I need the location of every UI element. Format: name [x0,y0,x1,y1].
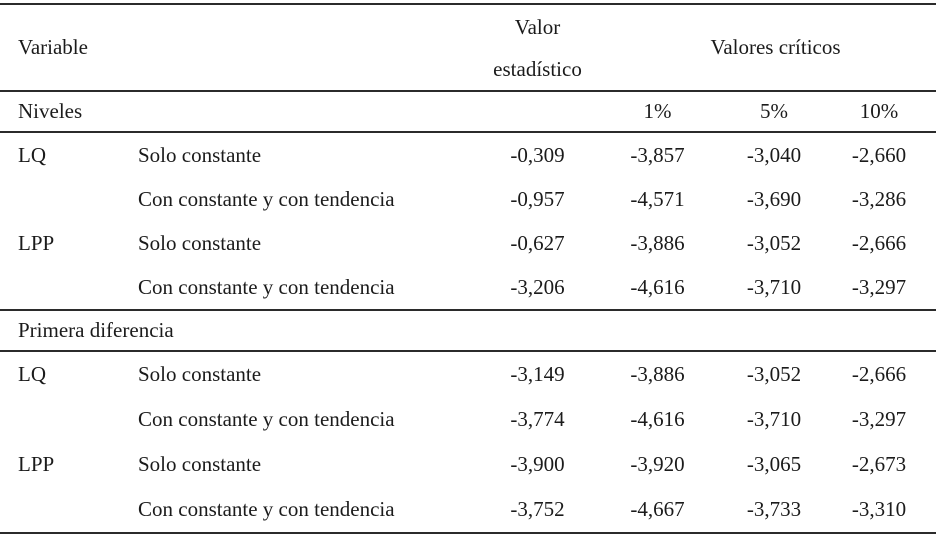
cell-critical-10pct: -2,666 [851,362,907,386]
cell-test-statistic: -0,957 [510,186,565,211]
cell-critical-10pct: -2,660 [851,142,907,167]
table-row: LPP Solo constante -3,900 -3,920 -3,065 … [0,442,936,487]
cell-variable: LQ [18,362,46,386]
cell-critical-10pct: -2,673 [851,452,907,476]
cell-critical-5pct: -3,710 [700,265,848,311]
cell-critical-5pct: -3,052 [746,362,802,386]
cell-variable [0,177,120,221]
column-header-10pct: 10% [848,91,936,133]
cell-critical-1pct: -4,667 [630,497,685,521]
cell-test-statistic: -0,627 [510,230,565,255]
cell-specification: Con constante y con tendencia [138,407,395,431]
cell-variable [0,265,120,311]
table-row: LQ Solo constante -0,309 -3,857 -3,040 -… [0,132,936,177]
cell-critical-5pct: -3,052 [746,230,802,255]
cell-variable [0,487,120,533]
cell-specification: Con constante y con tendencia [120,265,460,311]
cell-variable [0,397,120,442]
table-row: Con constante y con tendencia -3,752 -4,… [0,487,936,533]
cell-test-statistic: -3,206 [460,265,615,311]
cell-critical-10pct: -3,297 [848,265,936,311]
cell-specification: Solo constante [138,230,262,255]
cell-critical-5pct: -3,065 [746,452,802,476]
cell-critical-1pct: -3,886 [630,362,685,386]
cell-specification: Solo constante [138,362,262,386]
cell-test-statistic: -3,149 [510,362,565,386]
section-label-primera-diferencia: Primera diferencia [0,310,936,352]
column-header-5pct: 5% [700,91,848,133]
cell-variable: LQ [18,142,46,167]
cell-critical-10pct: -2,666 [851,230,907,255]
cell-critical-1pct: -4,616 [615,265,700,311]
column-header-1pct: 1% [615,91,700,133]
cell-variable: LPP [18,452,55,476]
section-label-niveles: Niveles [0,91,615,133]
cell-critical-1pct: -3,857 [630,142,685,167]
cell-specification: Con constante y con tendencia [138,497,395,521]
column-header-valor-estadistico: Valor estadístico [460,4,615,92]
cell-critical-1pct: -3,920 [630,452,685,476]
cell-specification: Solo constante [138,452,262,476]
table-row: Con constante y con tendencia -3,206 -4,… [0,265,936,311]
column-header-valores-criticos: Valores críticos [615,4,936,92]
cell-critical-10pct: -3,310 [851,497,907,521]
column-header-variable: Variable [0,4,460,92]
cell-critical-5pct: -3,733 [746,497,802,521]
valor-header-line1: Valor [514,14,561,39]
valor-header-line2: estadístico [493,56,582,81]
cell-critical-10pct: -3,286 [851,186,907,211]
cell-critical-5pct: -3,040 [746,142,802,167]
cell-critical-10pct: -3,297 [851,407,907,431]
cell-critical-5pct: -3,690 [746,186,802,211]
cell-critical-5pct: -3,710 [746,407,802,431]
table-row: LPP Solo constante -0,627 -3,886 -3,052 … [0,221,936,265]
cell-specification: Solo constante [138,142,262,167]
table-row: Con constante y con tendencia -3,774 -4,… [0,397,936,442]
cell-specification: Con constante y con tendencia [138,186,395,211]
section-row-niveles: Niveles 1% 5% 10% [0,91,936,133]
table-header-row: Variable Valor estadístico Valores críti… [0,4,936,92]
cell-critical-1pct: -3,886 [630,230,685,255]
cell-test-statistic: -0,309 [510,142,565,167]
section-row-primera-diferencia: Primera diferencia [0,310,936,352]
cell-critical-1pct: -4,616 [630,407,685,431]
cell-test-statistic: -3,900 [510,452,565,476]
cell-variable: LPP [18,230,55,255]
table-row: LQ Solo constante -3,149 -3,886 -3,052 -… [0,351,936,397]
table-row: Con constante y con tendencia -0,957 -4,… [0,177,936,221]
unit-root-test-table: Variable Valor estadístico Valores críti… [0,3,936,534]
cell-test-statistic: -3,752 [510,497,565,521]
cell-critical-1pct: -4,571 [630,186,685,211]
cell-test-statistic: -3,774 [510,407,565,431]
